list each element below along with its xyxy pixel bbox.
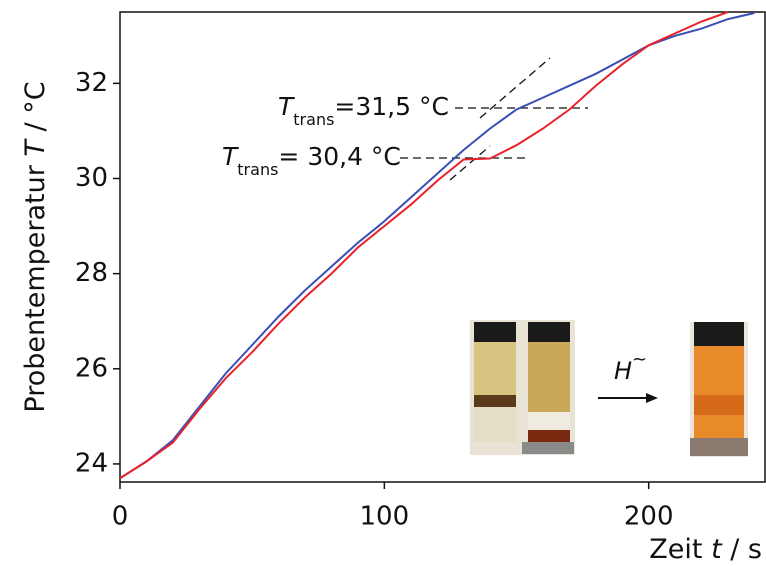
y-tick-label: 24 [75, 448, 108, 478]
inset-label: H~ [614, 349, 647, 385]
y-tick-label: 30 [75, 163, 108, 193]
x-axis-label: Zeit t / s [649, 534, 762, 565]
arrow-head [646, 393, 658, 403]
plot-frame [119, 11, 766, 483]
line-series [119, 12, 755, 480]
x-tick-label: 100 [360, 502, 410, 532]
y-tick-label: 26 [75, 353, 108, 383]
annotation: Ttrans=31,5 °C [278, 92, 449, 129]
annotation: Ttrans= 30,4 °C [222, 142, 401, 179]
x-tick-label: 200 [624, 502, 674, 532]
x-tick-label: 0 [112, 502, 129, 532]
y-tick-label: 28 [75, 258, 108, 288]
y-axis-label: Probentemperatur T / °C [20, 81, 51, 412]
y-tick-label: 32 [75, 68, 108, 98]
inset-photo [470, 320, 748, 457]
line-series [119, 11, 729, 480]
